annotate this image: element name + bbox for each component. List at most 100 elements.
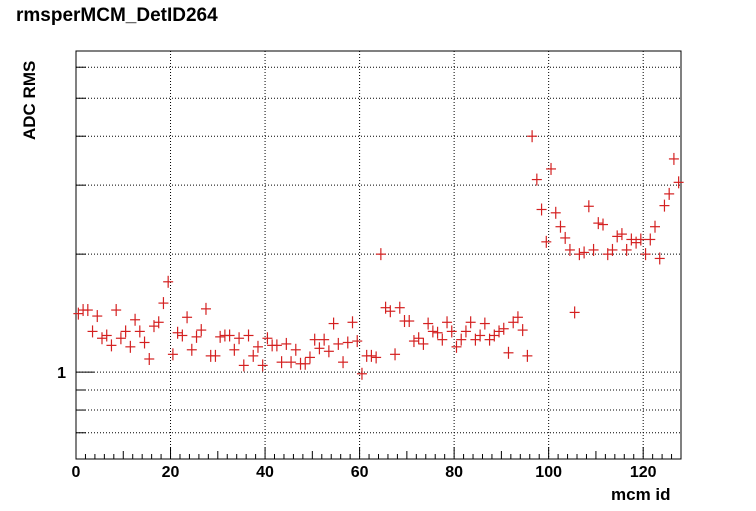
data-point [300,357,311,370]
data-point [271,339,282,352]
data-point [564,243,575,256]
data-point [276,356,287,369]
data-point [347,316,358,329]
data-point [413,332,424,345]
data-point [252,340,263,353]
data-point [621,243,632,256]
data-point [550,206,561,219]
data-point [508,316,519,329]
data-point [479,317,490,330]
x-tick-label: 80 [445,464,463,481]
data-point [248,349,259,362]
data-point [196,324,207,337]
data-point [290,343,301,356]
data-point [234,332,245,345]
data-point [631,236,642,249]
data-point [465,316,476,329]
data-point [366,349,377,362]
data-point [522,349,533,362]
data-point [451,340,462,353]
data-point [153,316,164,329]
data-point [494,325,505,338]
data-point [319,333,330,346]
data-point [664,187,675,200]
data-point [215,330,226,343]
data-point [328,317,339,330]
data-point [385,305,396,318]
data-point [598,218,609,231]
data-point [569,306,580,319]
data-point [560,231,571,244]
data-point [626,233,637,246]
data-point [390,348,401,361]
data-point [673,176,684,189]
data-point [460,325,471,338]
data-point [640,248,651,261]
data-point [229,343,240,356]
data-point [583,200,594,213]
plot-frame [75,50,682,460]
data-point [309,333,320,346]
data-point [456,333,467,346]
data-point [536,203,547,216]
data-point [238,359,249,372]
data-point [286,356,297,369]
chart-title: rmsperMCM_DetID264 [16,5,218,26]
data-point [224,329,235,342]
data-point [338,356,349,369]
data-point [442,316,453,329]
data-points [73,130,684,380]
data-point [645,233,656,246]
data-point [635,233,646,246]
data-point [503,346,514,359]
x-tick-label: 100 [535,464,562,481]
x-axis-label: mcm id [611,485,671,504]
data-point [82,304,93,317]
data-point [446,325,457,338]
data-point [498,322,509,335]
data-point [546,162,557,175]
data-point [531,173,542,186]
data-point [593,217,604,230]
data-point [134,325,145,338]
axes: 0 20 40 60 80 100 120 1 [57,66,682,481]
data-point [139,336,150,349]
data-point [87,325,98,338]
data-point [323,345,334,358]
data-point [163,275,174,288]
data-point [574,248,585,261]
y-tick-label: 1 [57,365,66,382]
data-point [394,301,405,314]
data-point [437,333,448,346]
data-point [130,313,141,326]
data-point [106,339,117,352]
data-point [314,342,325,355]
data-point [659,199,670,212]
data-point [375,248,386,261]
data-point [612,230,623,243]
x-tick-label: 20 [162,464,180,481]
data-point [427,325,438,338]
x-tick-label: 0 [72,464,81,481]
data-point [144,352,155,365]
data-point [512,311,523,324]
data-point [333,337,344,350]
data-point [115,332,126,345]
data-point [304,351,315,364]
data-point [186,343,197,356]
data-point [101,329,112,342]
data-point [588,243,599,256]
data-point [200,302,211,315]
data-point [475,329,486,342]
data-point [668,152,679,165]
data-point [177,329,188,342]
data-point [281,337,292,350]
data-point [371,351,382,364]
data-point [172,326,183,339]
data-point [650,220,661,233]
data-point [92,310,103,323]
data-point [404,315,415,328]
data-point [125,340,136,353]
data-point [555,220,566,233]
